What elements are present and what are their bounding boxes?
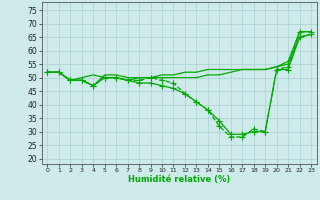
X-axis label: Humidité relative (%): Humidité relative (%) [128, 175, 230, 184]
